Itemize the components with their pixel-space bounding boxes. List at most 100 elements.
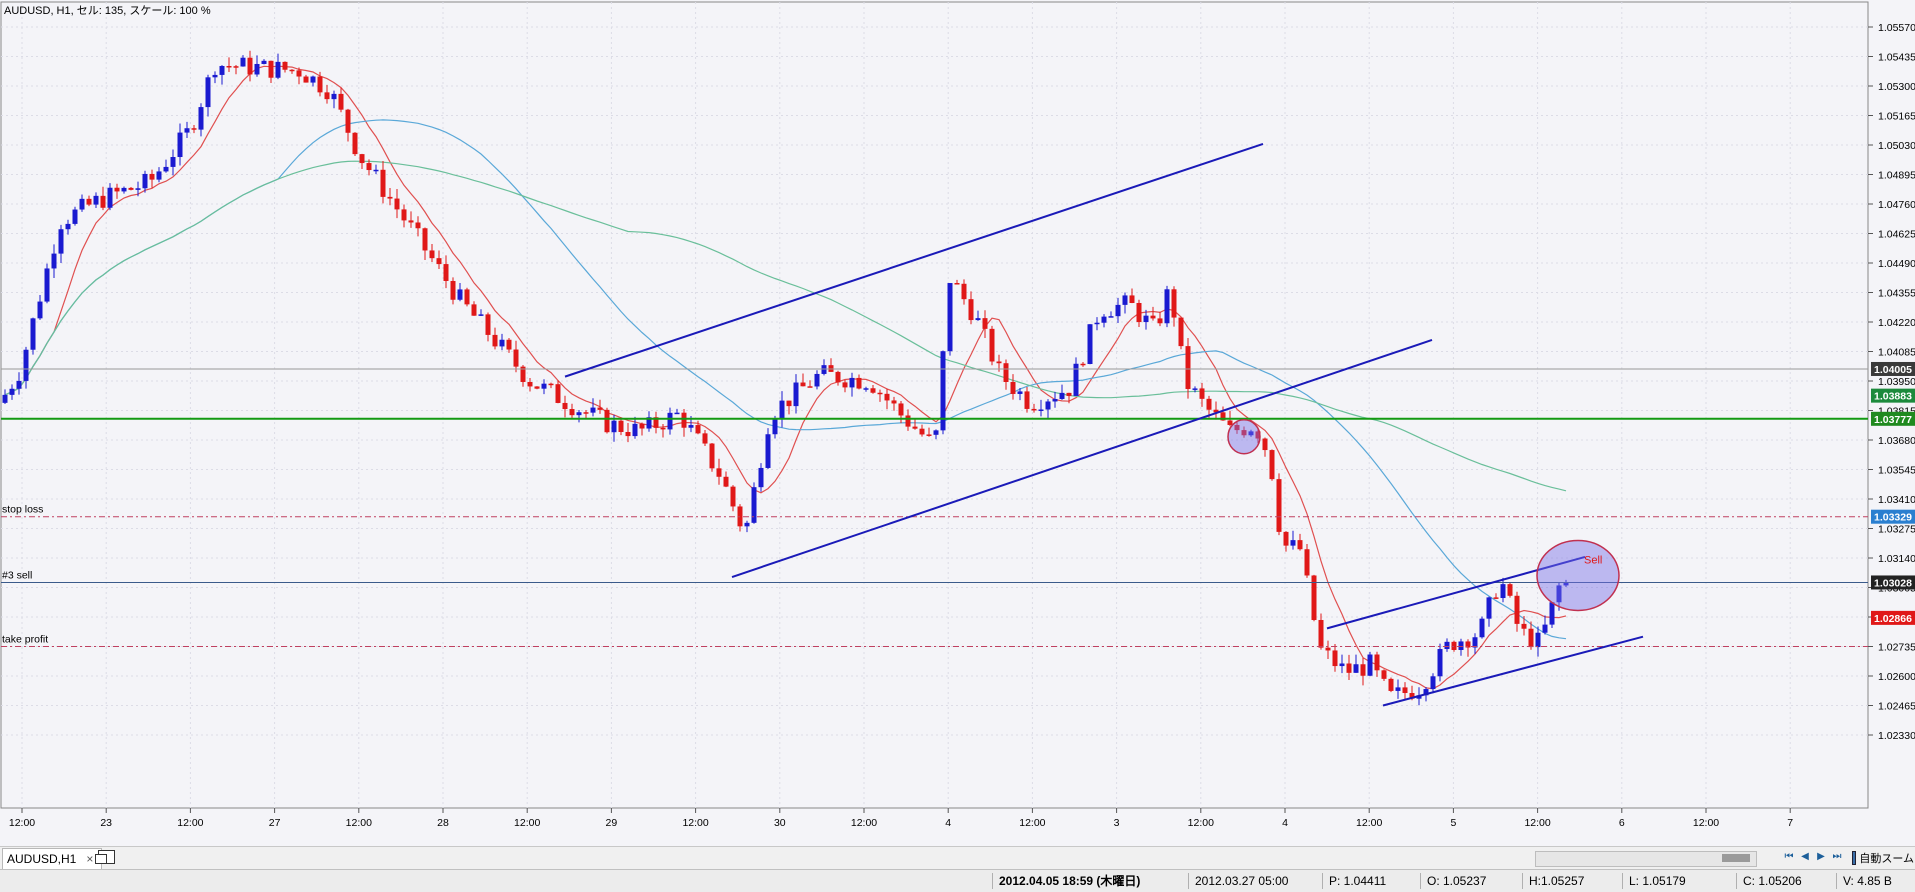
bear-candle: [856, 377, 862, 389]
bull-candle: [1430, 676, 1436, 690]
bull-candle: [1094, 322, 1100, 325]
bear-candle: [1514, 595, 1520, 624]
bull-candle: [9, 388, 15, 395]
bear-candle: [247, 57, 253, 75]
bear-candle: [1360, 664, 1366, 676]
bull-candle: [947, 283, 953, 352]
bear-candle: [1178, 317, 1184, 347]
next-icon[interactable]: ▶: [1817, 851, 1825, 862]
bear-candle: [807, 386, 813, 388]
scrollbar-thumb[interactable]: [1722, 854, 1750, 862]
tab-audusd-h1[interactable]: AUDUSD,H1 ×: [2, 848, 103, 869]
bull-candle: [1115, 304, 1121, 317]
bull-candle: [1563, 582, 1569, 586]
bear-candle: [968, 299, 974, 321]
bull-candle: [240, 57, 246, 67]
bear-candle: [786, 400, 792, 407]
channel-upper-line: [1326, 555, 1586, 630]
bear-candle: [338, 93, 344, 110]
bear-candle: [324, 92, 330, 100]
bull-candle: [1479, 618, 1485, 638]
bear-candle: [1199, 388, 1205, 399]
bear-candle: [317, 76, 323, 93]
bull-candle: [646, 417, 652, 429]
bull-candle: [576, 412, 582, 416]
bear-candle: [1003, 363, 1009, 383]
bear-candle: [1332, 650, 1338, 667]
price-chart[interactable]: stop loss #3 sell take profit Sell 1.05570 1…: [0, 0, 1915, 846]
close-icon[interactable]: ×: [86, 852, 94, 866]
price-tick-label: 1.03140: [1878, 553, 1915, 565]
auto-scroll-button[interactable]: 自動スーム: [1852, 849, 1914, 866]
bear-candle: [618, 420, 624, 432]
bear-candle: [723, 476, 729, 487]
auto-scroll-icon: [1852, 850, 1857, 865]
bear-candle: [401, 209, 407, 221]
time-tick-label: 30: [774, 817, 786, 829]
bull-candle: [1542, 624, 1548, 633]
trendline-upper: [564, 142, 1264, 378]
bear-candle: [1213, 409, 1219, 413]
bear-candle: [695, 425, 701, 434]
bear-candle: [1528, 628, 1534, 648]
bear-candle: [114, 187, 120, 192]
price-tick-label: 1.02735: [1878, 642, 1915, 654]
prev-icon[interactable]: ◀: [1801, 851, 1809, 862]
trendline-lower: [731, 338, 1433, 578]
bull-candle: [541, 383, 547, 389]
status-close: C: 1.05206: [1736, 873, 1802, 889]
price-badge-label: 1.03777: [1874, 414, 1912, 426]
time-tick-label: 28: [437, 817, 449, 829]
bear-candle: [191, 128, 197, 130]
time-tick-label: 12:00: [177, 817, 203, 829]
chart-header: AUDUSD, H1, セル: 135, スケール: 100 %: [4, 4, 211, 17]
bull-candle: [1017, 391, 1023, 394]
bull-candle: [37, 301, 43, 319]
fast-moving-average: [4, 65, 1567, 690]
bull-candle: [758, 467, 764, 488]
bear-candle: [296, 70, 302, 77]
bear-candle: [429, 250, 435, 259]
time-tick-label: 12:00: [346, 817, 372, 829]
bear-candle: [1381, 670, 1387, 679]
bear-candle: [569, 409, 575, 416]
time-tick-label: 12:00: [1188, 817, 1214, 829]
price-badge-label: 1.03329: [1874, 512, 1912, 524]
bear-candle: [422, 228, 428, 251]
bull-candle: [940, 351, 946, 431]
status-volume: V: 4.85 B: [1836, 873, 1892, 889]
bull-candle: [975, 318, 981, 321]
last-icon[interactable]: ⏭: [1832, 851, 1842, 862]
bull-candle: [1367, 654, 1373, 676]
bull-candle: [72, 209, 78, 224]
bear-candle: [884, 393, 890, 401]
bear-candle: [471, 304, 477, 316]
price-tick-label: 1.04085: [1878, 347, 1915, 359]
horizontal-scrollbar[interactable]: [1535, 851, 1757, 867]
bull-candle: [1549, 602, 1555, 625]
bear-candle: [233, 66, 239, 68]
bull-candle: [849, 377, 855, 388]
price-tick-label: 1.03545: [1878, 465, 1915, 477]
first-icon[interactable]: ⏮: [1784, 851, 1794, 862]
bear-candle: [352, 132, 358, 155]
window-icon[interactable]: [95, 850, 115, 864]
price-tick-label: 1.04760: [1878, 199, 1915, 211]
bear-candle: [415, 222, 421, 229]
bull-candle: [1500, 584, 1506, 599]
bear-candle: [1388, 678, 1394, 691]
bear-candle: [548, 383, 554, 386]
bull-candle: [163, 166, 169, 172]
stop-loss-label: stop loss: [2, 504, 43, 516]
price-badge: [1871, 575, 1915, 590]
entry-marker-circle: [1227, 418, 1261, 455]
bear-candle: [1080, 363, 1086, 366]
bull-candle: [1143, 315, 1149, 323]
bear-candle: [408, 220, 414, 223]
bear-candle: [996, 361, 1002, 364]
bull-candle: [79, 198, 85, 210]
bull-candle: [1290, 540, 1296, 546]
bull-candle: [254, 63, 260, 75]
bull-candle: [1164, 289, 1170, 324]
bull-candle: [198, 107, 204, 130]
